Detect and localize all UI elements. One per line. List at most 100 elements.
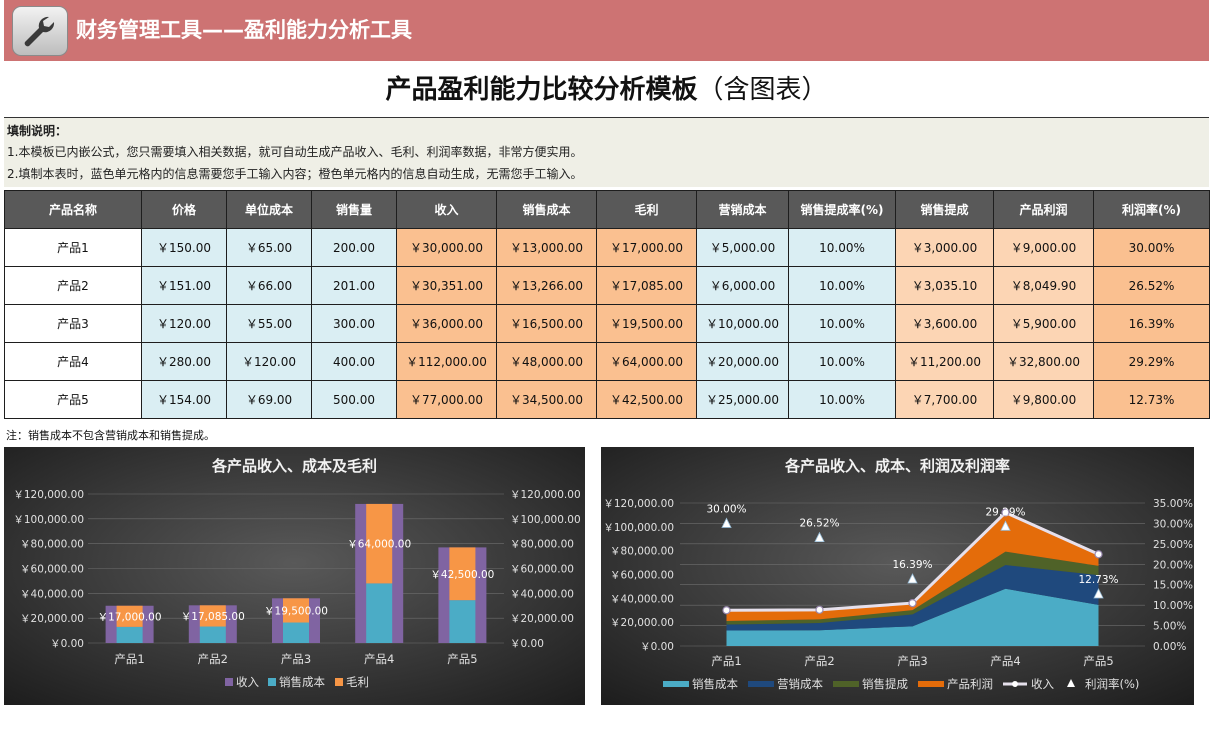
cell-sales-cost[interactable]: ￥13,266.00 — [496, 266, 597, 305]
legend-swatch — [335, 678, 343, 686]
cell-marketing-cost[interactable]: ￥20,000.00 — [696, 342, 789, 381]
cell-commission-rate[interactable]: 10.00% — [788, 380, 896, 419]
cell-product-name[interactable]: 产品2 — [4, 266, 142, 305]
cell-sales-volume[interactable]: 200.00 — [311, 228, 397, 267]
cell-sales-volume[interactable]: 500.00 — [311, 380, 397, 419]
cell-marketing-cost[interactable]: ￥5,000.00 — [696, 228, 789, 267]
cell-product-name[interactable]: 产品3 — [4, 304, 142, 343]
cell-sales-cost[interactable]: ￥48,000.00 — [496, 342, 597, 381]
cell-product-profit[interactable]: ￥9,000.00 — [993, 228, 1094, 267]
cell-gross-profit[interactable]: ￥64,000.00 — [596, 342, 697, 381]
cell-price[interactable]: ￥151.00 — [141, 266, 227, 305]
y2-tick-label: 5.00% — [1153, 621, 1186, 633]
cell-commission-rate[interactable]: 10.00% — [788, 266, 896, 305]
y2-tick-label: 15.00% — [1153, 580, 1193, 592]
cell-marketing-cost[interactable]: ￥10,000.00 — [696, 304, 789, 343]
y2-tick-label: ￥60,000.00 — [510, 564, 574, 576]
revenue-cost-gross-chart[interactable]: 各产品收入、成本及毛利 ￥0.00 ￥0.00 ￥20,000.00 ￥20,000.0… — [4, 447, 585, 705]
cell-product-name[interactable]: 产品4 — [4, 342, 142, 381]
cell-profit-rate[interactable]: 26.52% — [1093, 266, 1210, 305]
bar-gross-profit — [366, 503, 393, 584]
header-sales-cost: 销售成本 — [496, 190, 597, 229]
bar-sales-cost — [199, 626, 226, 643]
bar-sales-cost — [116, 626, 143, 643]
area-product-profit — [726, 512, 1099, 621]
cell-marketing-cost[interactable]: ￥6,000.00 — [696, 266, 789, 305]
cell-gross-profit[interactable]: ￥42,500.00 — [596, 380, 697, 419]
cell-gross-profit[interactable]: ￥17,085.00 — [596, 266, 697, 305]
cell-commission[interactable]: ￥3,600.00 — [895, 304, 994, 343]
legend-label: 销售提成 — [862, 677, 908, 691]
header-gross-profit: 毛利 — [596, 190, 697, 229]
data-label: 12.73% — [1078, 574, 1118, 586]
cell-commission[interactable]: ￥11,200.00 — [895, 342, 994, 381]
table-row: 产品2 ￥151.00 ￥66.00 201.00 ￥30,351.00 ￥13… — [4, 266, 1210, 305]
cell-price[interactable]: ￥150.00 — [141, 228, 227, 267]
cell-revenue[interactable]: ￥112,000.00 — [396, 342, 497, 381]
cell-commission-rate[interactable]: 10.00% — [788, 304, 896, 343]
cell-sales-volume[interactable]: 300.00 — [311, 304, 397, 343]
cell-revenue[interactable]: ￥77,000.00 — [396, 380, 497, 419]
y-tick-label: ￥20,000.00 — [610, 617, 674, 629]
cell-gross-profit[interactable]: ￥19,500.00 — [596, 304, 697, 343]
marker-profit-rate — [907, 573, 918, 584]
y2-tick-label: 0.00% — [1153, 641, 1186, 653]
legend-swatch — [1012, 681, 1018, 687]
cell-marketing-cost[interactable]: ￥25,000.00 — [696, 380, 789, 419]
x-tick-label: 产品1 — [114, 652, 144, 666]
y-tick-label: ￥40,000.00 — [610, 593, 674, 605]
data-label: ￥64,000.00 — [347, 539, 411, 551]
legend-label: 收入 — [1031, 677, 1054, 691]
cell-price[interactable]: ￥154.00 — [141, 380, 227, 419]
cell-sales-cost[interactable]: ￥16,500.00 — [496, 304, 597, 343]
cell-product-profit[interactable]: ￥32,800.00 — [993, 342, 1094, 381]
cell-profit-rate[interactable]: 16.39% — [1093, 304, 1210, 343]
data-label: ￥17,085.00 — [181, 611, 245, 623]
data-label: ￥42,500.00 — [430, 569, 494, 581]
x-tick-label: 产品4 — [364, 652, 394, 666]
cell-profit-rate[interactable]: 29.29% — [1093, 342, 1210, 381]
cell-commission[interactable]: ￥3,035.10 — [895, 266, 994, 305]
cell-sales-cost[interactable]: ￥13,000.00 — [496, 228, 597, 267]
cell-sales-volume[interactable]: 400.00 — [311, 342, 397, 381]
cell-unit-cost[interactable]: ￥65.00 — [226, 228, 312, 267]
cell-product-profit[interactable]: ￥8,049.90 — [993, 266, 1094, 305]
cell-product-name[interactable]: 产品1 — [4, 228, 142, 267]
cell-profit-rate[interactable]: 30.00% — [1093, 228, 1210, 267]
cell-profit-rate[interactable]: 12.73% — [1093, 380, 1210, 419]
marker-profit-rate — [721, 517, 732, 528]
cell-sales-cost[interactable]: ￥34,500.00 — [496, 380, 597, 419]
cell-product-profit[interactable]: ￥5,900.00 — [993, 304, 1094, 343]
cell-revenue[interactable]: ￥36,000.00 — [396, 304, 497, 343]
cell-product-profit[interactable]: ￥9,800.00 — [993, 380, 1094, 419]
point-revenue — [908, 599, 917, 608]
cell-commission[interactable]: ￥3,000.00 — [895, 228, 994, 267]
cell-price[interactable]: ￥120.00 — [141, 304, 227, 343]
y-tick-label: ￥120,000.00 — [603, 498, 674, 510]
cell-revenue[interactable]: ￥30,000.00 — [396, 228, 497, 267]
cell-price[interactable]: ￥280.00 — [141, 342, 227, 381]
revenue-cost-profit-rate-chart[interactable]: 各产品收入、成本、利润及利润率 0.00% 5.00% 10.00% 15.00% 20.… — [601, 447, 1194, 705]
y-tick-label: ￥100,000.00 — [13, 514, 84, 526]
cell-commission-rate[interactable]: 10.00% — [788, 342, 896, 381]
cell-unit-cost[interactable]: ￥66.00 — [226, 266, 312, 305]
point-revenue — [1094, 550, 1103, 559]
profit-table: 产品名称 价格 单位成本 销售量 收入 销售成本 毛利 营销成本 销售提成率(%… — [4, 190, 1210, 419]
chart-background — [4, 447, 585, 705]
cell-unit-cost[interactable]: ￥69.00 — [226, 380, 312, 419]
cell-gross-profit[interactable]: ￥17,000.00 — [596, 228, 697, 267]
cell-commission[interactable]: ￥7,700.00 — [895, 380, 994, 419]
app-title: 财务管理工具——盈利能力分析工具 — [76, 18, 412, 42]
legend-label: 营销成本 — [777, 677, 823, 691]
instructions-panel: 填制说明： 1.本模板已内嵌公式，您只需要填入相关数据，就可自动生成产品收入、毛… — [4, 117, 1209, 187]
instructions-line-1: 1.本模板已内嵌公式，您只需要填入相关数据，就可自动生成产品收入、毛利、利润率数… — [7, 145, 583, 159]
y2-tick-label: ￥40,000.00 — [510, 588, 574, 600]
cell-product-name[interactable]: 产品5 — [4, 380, 142, 419]
cell-sales-volume[interactable]: 201.00 — [311, 266, 397, 305]
header-price: 价格 — [141, 190, 227, 229]
cell-commission-rate[interactable]: 10.00% — [788, 228, 896, 267]
cell-unit-cost[interactable]: ￥55.00 — [226, 304, 312, 343]
cell-unit-cost[interactable]: ￥120.00 — [226, 342, 312, 381]
app-banner: 财务管理工具——盈利能力分析工具 — [4, 0, 1209, 61]
cell-revenue[interactable]: ￥30,351.00 — [396, 266, 497, 305]
